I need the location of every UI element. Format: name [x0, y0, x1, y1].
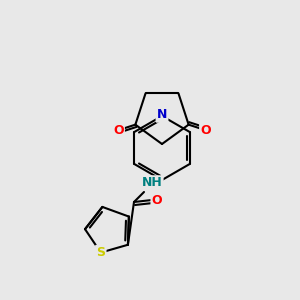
Text: N: N	[157, 109, 167, 122]
Text: NH: NH	[142, 176, 162, 190]
Text: O: O	[152, 194, 162, 208]
Text: S: S	[96, 246, 105, 259]
Text: O: O	[200, 124, 211, 137]
Text: O: O	[113, 124, 124, 137]
